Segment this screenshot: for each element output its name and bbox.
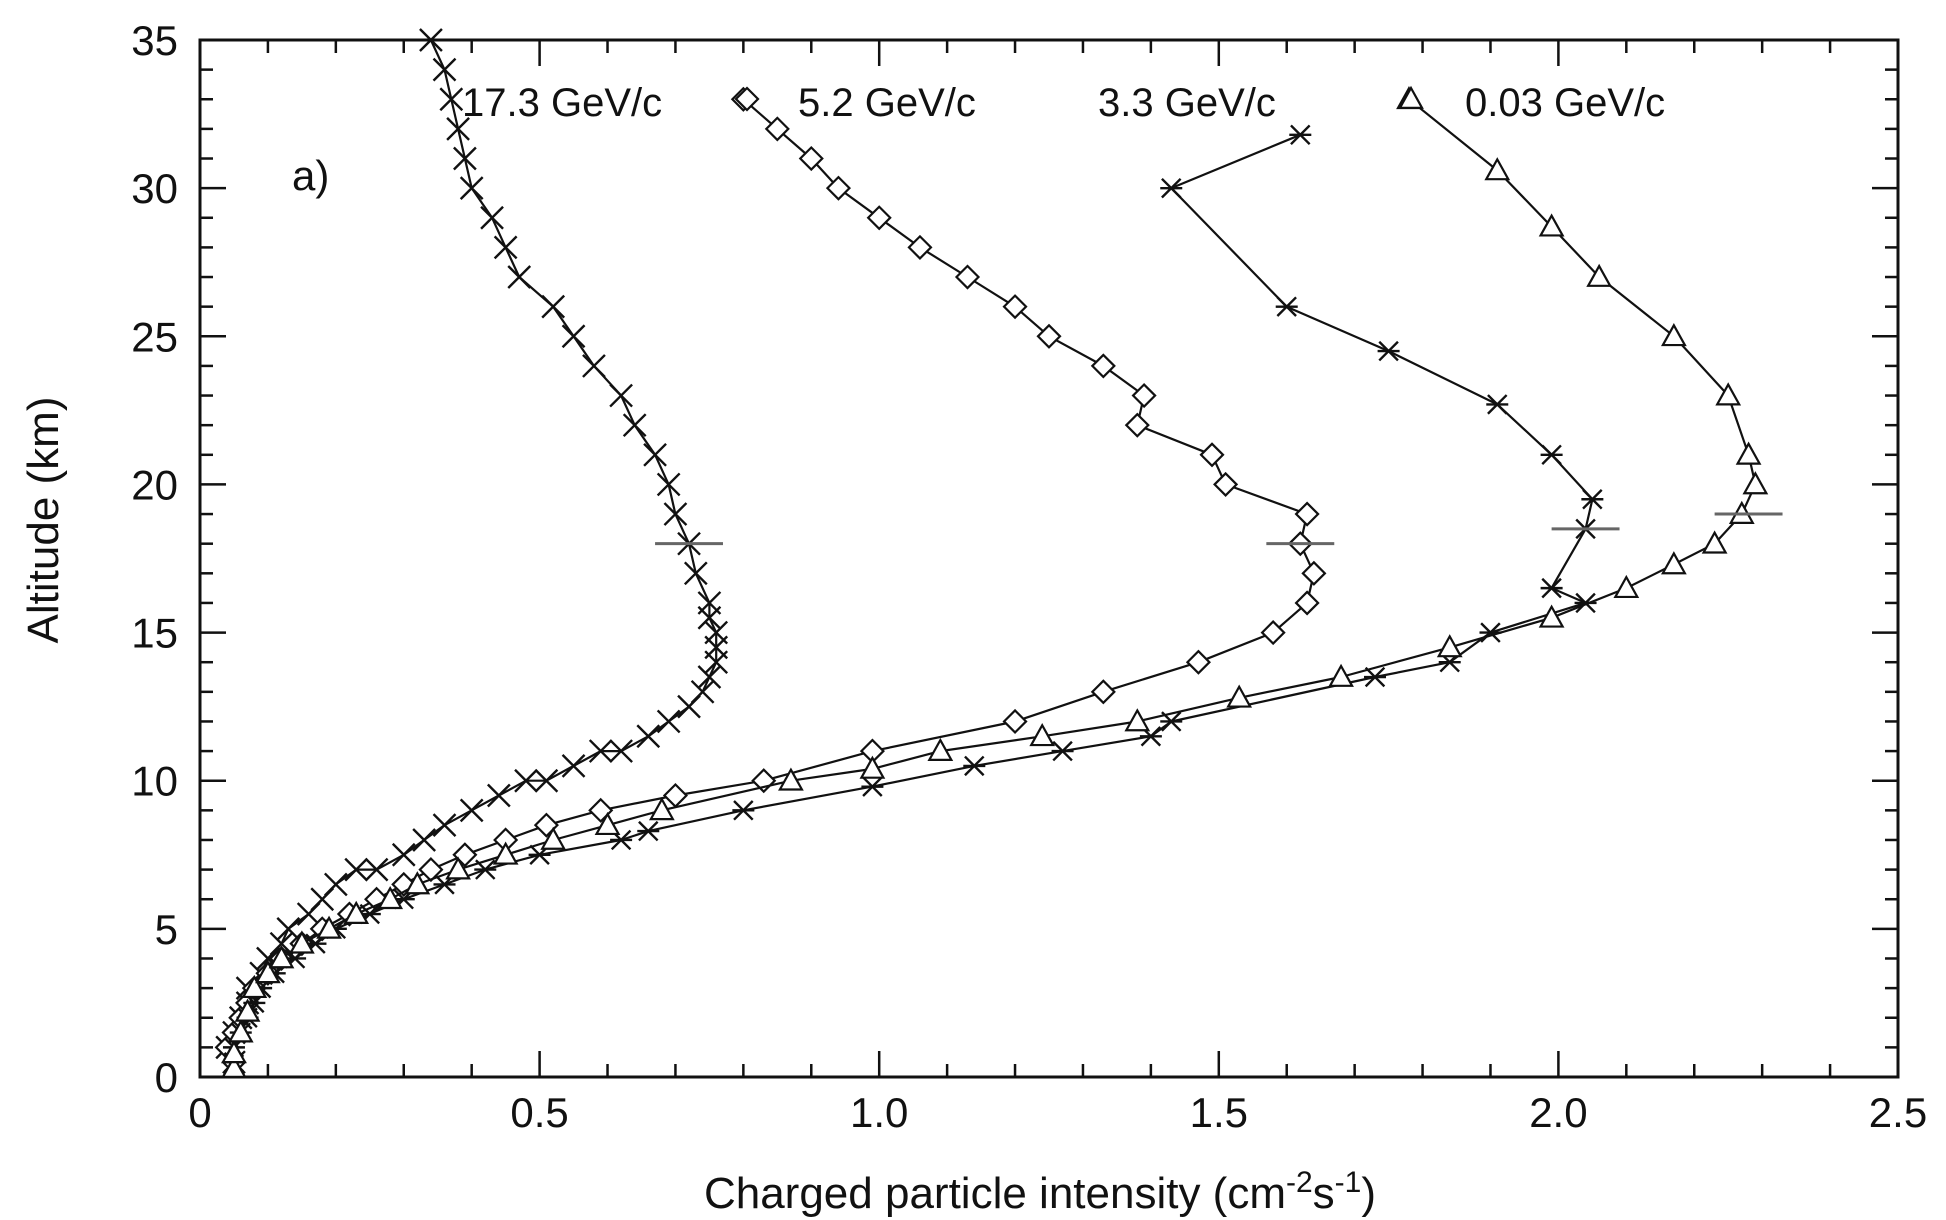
data-point-diamond (1133, 385, 1155, 407)
legend-label: 5.2 GeV/c (798, 81, 976, 125)
data-point-asterisk (1541, 445, 1563, 464)
data-point-asterisk (1486, 395, 1508, 414)
data-point-triangle (1486, 159, 1508, 179)
data-point-diamond (1296, 503, 1318, 525)
x-tick-label: 1.5 (1190, 1089, 1248, 1136)
data-point-diamond (1126, 414, 1148, 436)
data-point-diamond (868, 207, 890, 229)
series-layer (216, 29, 1782, 1077)
data-point-asterisk (637, 822, 659, 841)
y-tick-label: 10 (131, 758, 178, 805)
y-tick-label: 0 (155, 1054, 178, 1101)
data-point-asterisk (1160, 179, 1182, 198)
data-point-diamond (1303, 562, 1325, 584)
x-axis-title-exp1: -2 (1286, 1166, 1313, 1199)
data-point-diamond (1092, 681, 1114, 703)
data-point-x (325, 873, 347, 895)
data-point-asterisk (861, 777, 883, 796)
x-axis-title: Charged particle intensity (cm-2s-1) (704, 1166, 1376, 1218)
x-axis-title-mid: s (1313, 1169, 1335, 1218)
axis-ticks (200, 40, 1898, 1077)
data-point-x (488, 785, 510, 807)
data-point-diamond (1215, 473, 1237, 495)
legend-layer: 17.3 GeV/c 5.2 GeV/c 3.3 GeV/c 0.03 GeV/c (462, 81, 1665, 125)
data-point-x (495, 236, 517, 258)
data-point-diamond (956, 266, 978, 288)
data-point-diamond (1187, 651, 1209, 673)
legend-label: 3.3 GeV/c (1098, 81, 1276, 125)
data-point-diamond (1004, 710, 1026, 732)
data-point-x (658, 710, 680, 732)
data-point-x (624, 414, 646, 436)
y-tick-label: 15 (131, 610, 178, 657)
plot-border (200, 40, 1898, 1077)
data-point-x (434, 59, 456, 81)
x-tick-label: 1.0 (850, 1089, 908, 1136)
data-point-asterisk (732, 801, 754, 820)
y-tick-label: 30 (131, 165, 178, 212)
data-point-x (440, 88, 462, 110)
data-point-triangle (1744, 473, 1766, 493)
legend-label: 0.03 GeV/c (1465, 81, 1665, 125)
data-point-x (393, 844, 415, 866)
data-point-asterisk (1378, 342, 1400, 361)
data-point-diamond (1092, 355, 1114, 377)
series-line (234, 135, 1592, 1062)
data-point-asterisk (1289, 125, 1311, 144)
y-tick-label: 20 (131, 461, 178, 508)
series-2 (223, 125, 1620, 1071)
data-point-x (658, 473, 680, 495)
data-point-x (610, 385, 632, 407)
data-point-diamond (664, 785, 686, 807)
data-point-asterisk (1575, 594, 1597, 613)
data-point-x (637, 725, 659, 747)
data-point-triangle (1615, 577, 1637, 597)
axis-tick-labels: 0 0.5 1.0 1.5 2.0 2.5 0 5 10 15 20 25 30 35 (131, 17, 1927, 1136)
legend-label: 17.3 GeV/c (462, 81, 662, 125)
data-point-x (583, 355, 605, 377)
data-point-triangle (495, 844, 517, 864)
series-line (234, 99, 1755, 1068)
data-point-x (563, 755, 585, 777)
data-point-x (434, 814, 456, 836)
series-1 (216, 88, 1334, 1073)
plot-frame (200, 40, 1898, 1077)
series-3 (223, 88, 1783, 1077)
data-point-x (413, 829, 435, 851)
data-point-x (644, 444, 666, 466)
panel-label: a) (292, 152, 329, 199)
data-point-x (563, 325, 585, 347)
x-tick-label: 0 (188, 1089, 211, 1136)
data-point-x (508, 266, 530, 288)
data-point-triangle (1738, 444, 1760, 464)
x-tick-label: 2.0 (1529, 1089, 1587, 1136)
x-axis-title-main: Charged particle intensity (cm (704, 1169, 1286, 1218)
data-point-diamond (1201, 444, 1223, 466)
data-point-triangle (1663, 553, 1685, 573)
y-tick-label: 35 (131, 17, 178, 64)
data-point-diamond (909, 236, 931, 258)
data-point-triangle (1663, 325, 1685, 345)
data-point-x (454, 148, 476, 170)
data-point-asterisk (1541, 579, 1563, 598)
data-point-asterisk (1581, 490, 1603, 509)
y-tick-label: 5 (155, 906, 178, 953)
x-tick-label: 0.5 (510, 1089, 568, 1136)
series-line (227, 99, 1314, 1062)
data-point-x (542, 296, 564, 318)
x-axis-title-end: ) (1361, 1169, 1376, 1218)
data-point-x (461, 177, 483, 199)
x-axis-title-exp2: -1 (1335, 1166, 1362, 1199)
data-point-x (664, 503, 686, 525)
data-point-x (461, 799, 483, 821)
data-point-x (481, 207, 503, 229)
y-tick-label: 25 (131, 313, 178, 360)
y-axis-title: Altitude (km) (19, 397, 68, 644)
data-point-asterisk (1276, 297, 1298, 316)
data-point-asterisk (963, 757, 985, 776)
x-tick-label: 2.5 (1869, 1089, 1927, 1136)
data-point-asterisk (1052, 742, 1074, 761)
data-point-x (685, 562, 707, 584)
